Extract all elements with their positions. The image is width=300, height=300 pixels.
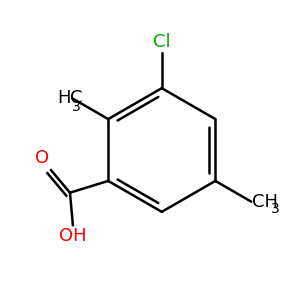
Text: C: C — [70, 89, 82, 107]
Text: 3: 3 — [271, 202, 280, 216]
Text: CH: CH — [253, 193, 278, 211]
Text: Cl: Cl — [153, 33, 171, 51]
Text: O: O — [34, 149, 49, 167]
Text: 3: 3 — [72, 100, 80, 114]
Text: H: H — [58, 89, 71, 107]
Text: OH: OH — [59, 226, 87, 244]
